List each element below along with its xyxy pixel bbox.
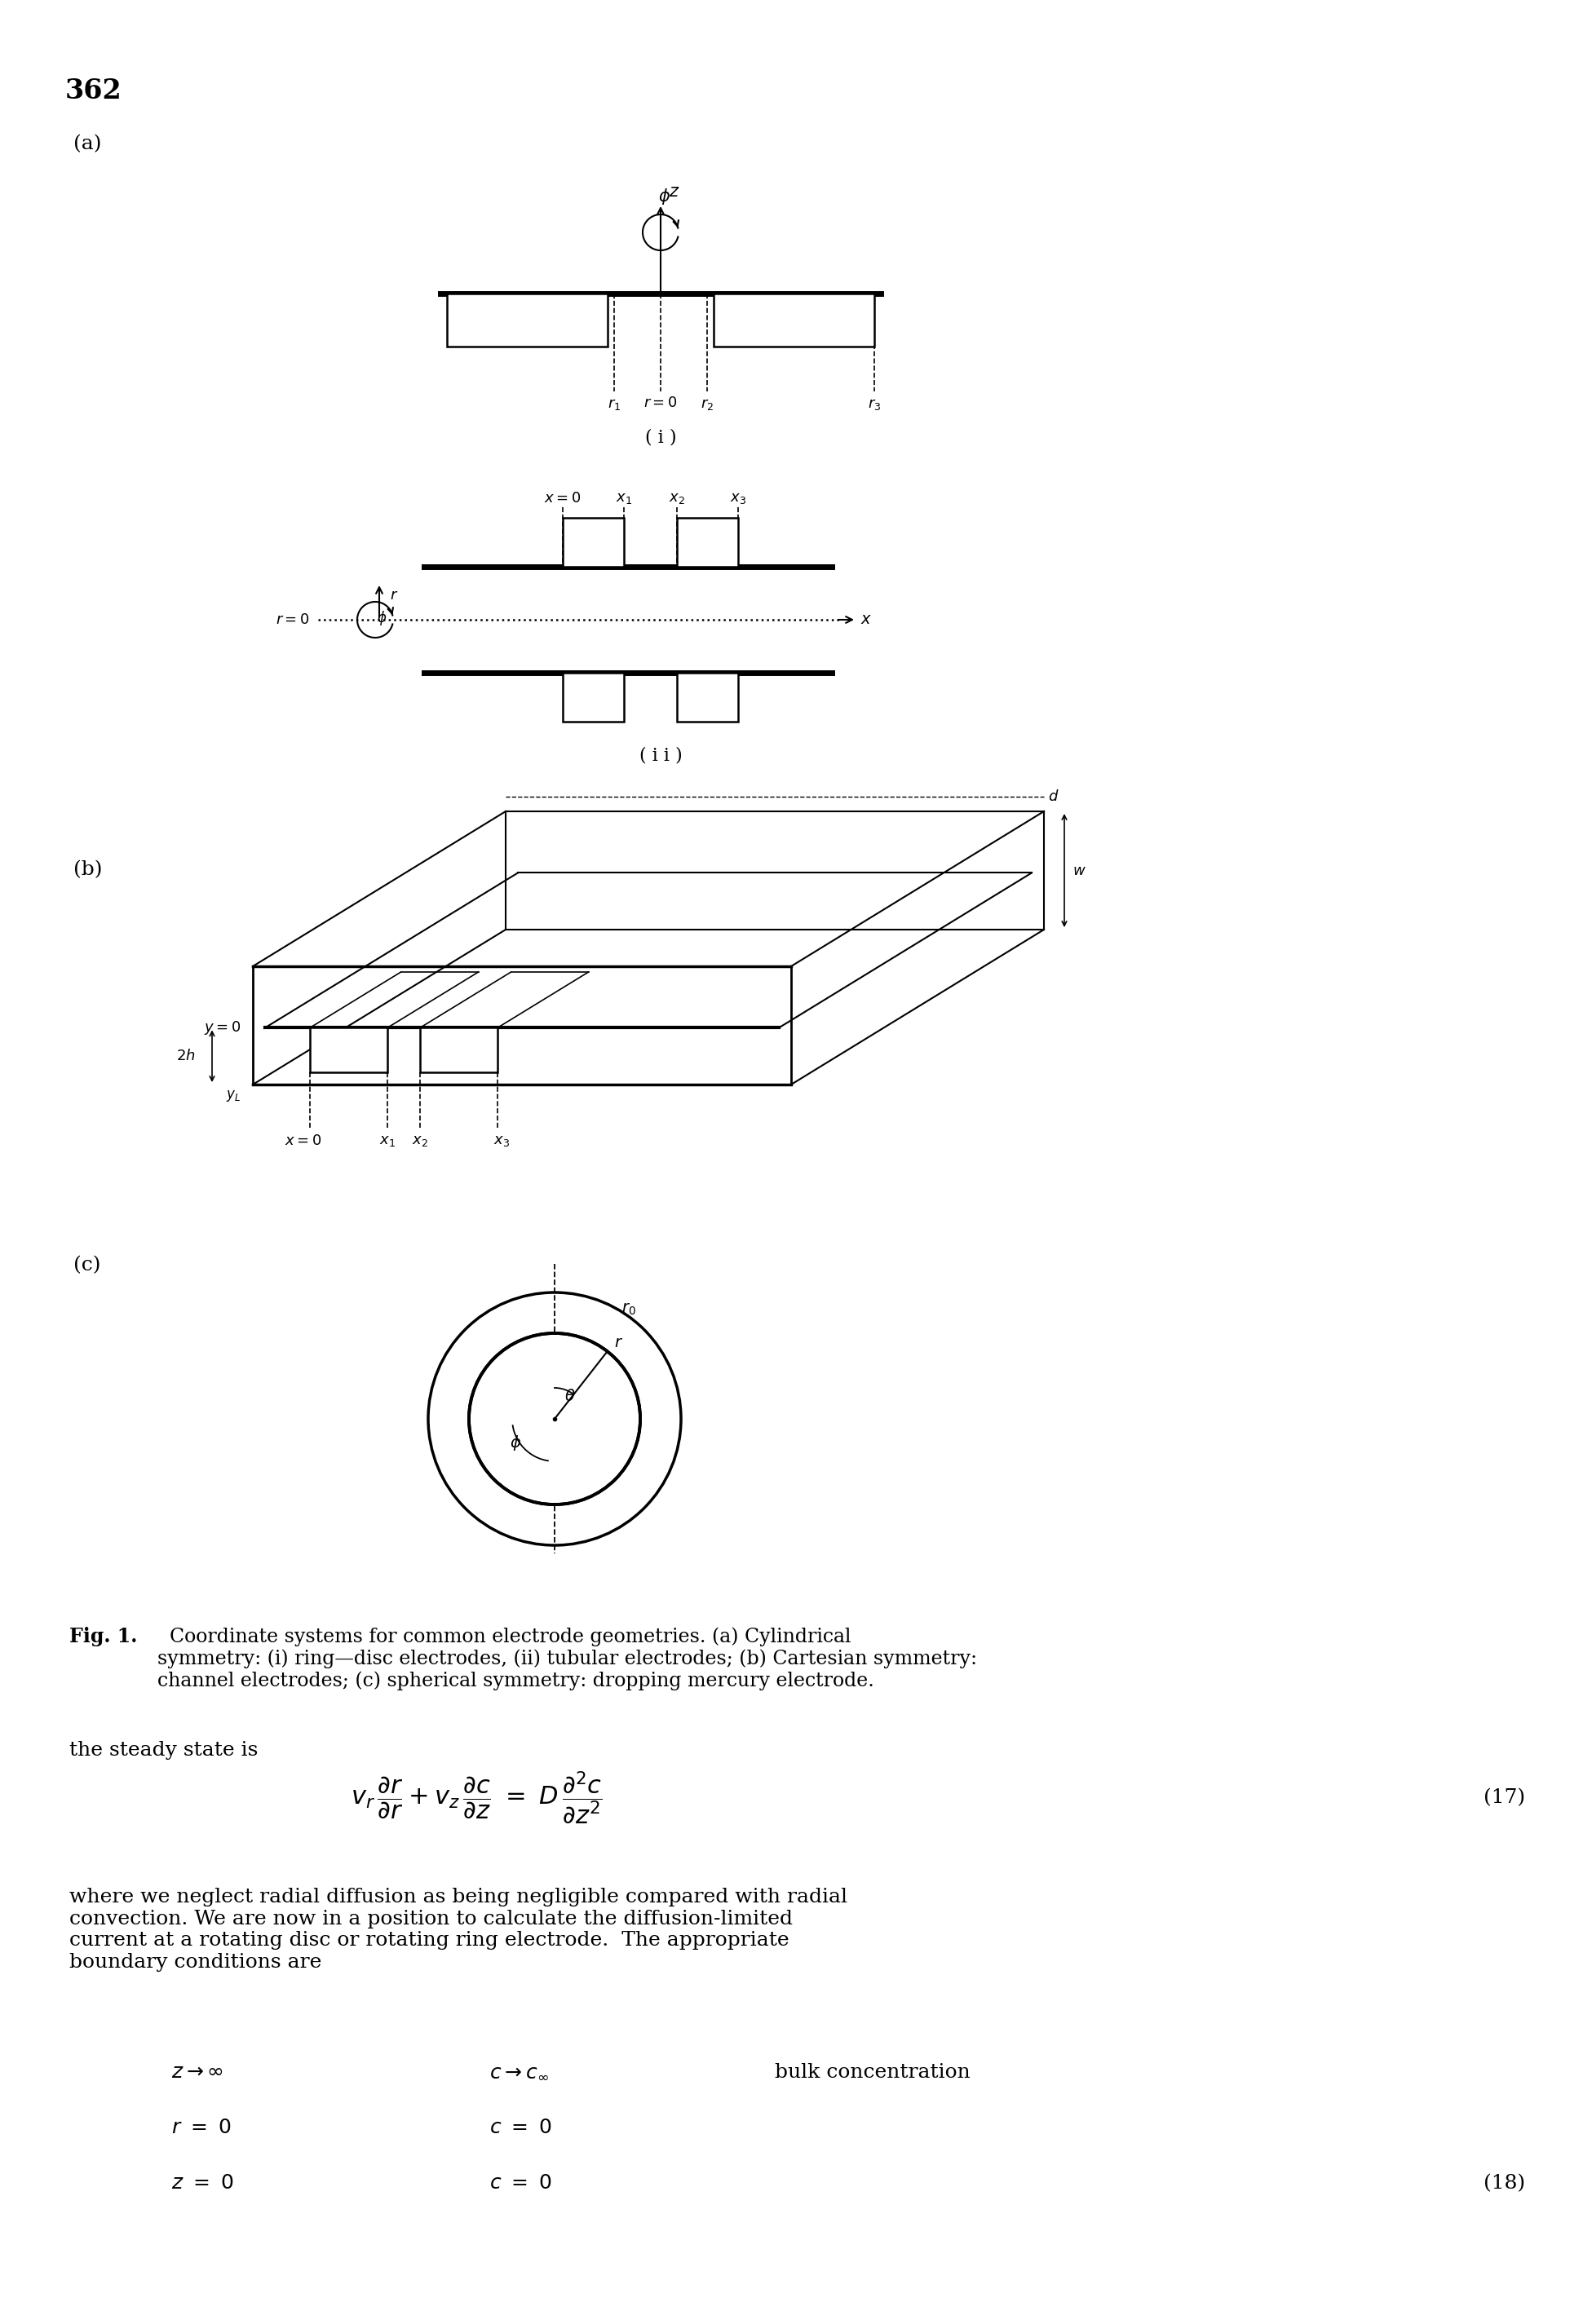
- Text: $\phi$: $\phi$: [377, 609, 387, 627]
- Text: $z \rightarrow \infty$: $z \rightarrow \infty$: [172, 2064, 223, 2082]
- Bar: [562, 518, 624, 567]
- Text: $v_r\,\dfrac{\partial r}{\partial r} + v_z\,\dfrac{\partial c}{\partial z}\ =\ D: $v_r\,\dfrac{\partial r}{\partial r} + v…: [350, 1771, 603, 1827]
- Text: $r_0$: $r_0$: [622, 1301, 637, 1318]
- Text: (a): (a): [73, 135, 102, 153]
- Text: $x_1$: $x_1$: [379, 1134, 395, 1148]
- Text: 362: 362: [65, 77, 123, 105]
- Text: $x_1$: $x_1$: [616, 490, 632, 507]
- Text: (c): (c): [73, 1255, 100, 1274]
- Text: $x{=}0$: $x{=}0$: [544, 490, 581, 507]
- Text: ( i i ): ( i i ): [638, 746, 681, 765]
- Bar: [310, 1027, 387, 1074]
- Text: $c\ =\ 0$: $c\ =\ 0$: [489, 2173, 552, 2194]
- Text: $2h$: $2h$: [177, 1048, 196, 1064]
- Bar: [713, 293, 874, 346]
- Text: $r_1$: $r_1$: [608, 397, 621, 411]
- Text: (b): (b): [73, 860, 102, 878]
- Text: $z$: $z$: [669, 184, 680, 200]
- Text: $r_2$: $r_2$: [700, 397, 713, 411]
- Text: $d$: $d$: [1048, 790, 1059, 804]
- Text: $z\ =\ 0$: $z\ =\ 0$: [172, 2173, 234, 2194]
- Text: the steady state is: the steady state is: [70, 1741, 258, 1759]
- Text: $c \rightarrow c_{\infty}$: $c \rightarrow c_{\infty}$: [489, 2064, 549, 2082]
- Text: (18): (18): [1484, 2173, 1525, 2194]
- Text: where we neglect radial diffusion as being negligible compared with radial
conve: where we neglect radial diffusion as bei…: [70, 1887, 847, 1971]
- Bar: [420, 1027, 497, 1074]
- Text: $x_3$: $x_3$: [729, 490, 747, 507]
- Text: $r_3$: $r_3$: [868, 397, 880, 411]
- Text: $r$: $r$: [390, 588, 398, 602]
- Text: $x_3$: $x_3$: [494, 1134, 509, 1148]
- Bar: [562, 672, 624, 723]
- Bar: [677, 672, 739, 723]
- Text: ( i ): ( i ): [645, 428, 677, 446]
- Text: $r{=}0$: $r{=}0$: [643, 395, 678, 409]
- Text: $r{=}0$: $r{=}0$: [275, 614, 310, 627]
- Text: (17): (17): [1484, 1789, 1525, 1808]
- Text: $x_2$: $x_2$: [412, 1134, 428, 1148]
- Text: $\phi$: $\phi$: [659, 186, 670, 207]
- Text: $x_2$: $x_2$: [669, 490, 685, 507]
- Text: Fig. 1.: Fig. 1.: [70, 1627, 137, 1645]
- Bar: [677, 518, 739, 567]
- Text: Coordinate systems for common electrode geometries. (a) Cylindrical
symmetry: (i: Coordinate systems for common electrode …: [158, 1627, 977, 1690]
- Text: $r$: $r$: [615, 1336, 622, 1350]
- Text: $r\ =\ 0$: $r\ =\ 0$: [172, 2119, 231, 2138]
- Circle shape: [471, 1334, 638, 1504]
- Text: bulk concentration: bulk concentration: [775, 2064, 971, 2082]
- Text: $\phi$: $\phi$: [509, 1434, 521, 1452]
- Text: $x$: $x$: [860, 614, 872, 627]
- Text: $c\ =\ 0$: $c\ =\ 0$: [489, 2119, 552, 2138]
- Bar: [447, 293, 608, 346]
- Text: $w$: $w$: [1073, 862, 1086, 878]
- Text: $y{=}0$: $y{=}0$: [204, 1020, 240, 1037]
- Text: $\theta$: $\theta$: [565, 1390, 575, 1404]
- Text: $x{=}0$: $x{=}0$: [285, 1134, 322, 1148]
- Text: $y_L$: $y_L$: [226, 1088, 240, 1104]
